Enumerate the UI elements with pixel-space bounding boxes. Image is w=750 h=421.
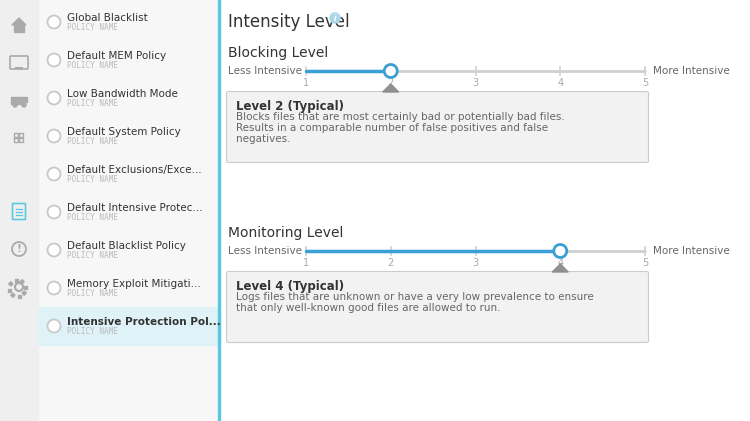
Text: Intensive Protection Pol...: Intensive Protection Pol... — [67, 317, 220, 327]
Bar — [24, 285, 27, 288]
Text: Less Intensive: Less Intensive — [228, 66, 302, 76]
Text: Default Blacklist Policy: Default Blacklist Policy — [67, 241, 186, 251]
Bar — [14, 138, 18, 142]
Text: POLICY NAME: POLICY NAME — [67, 250, 118, 259]
Text: POLICY NAME: POLICY NAME — [67, 288, 118, 298]
Bar — [22, 97, 27, 102]
Circle shape — [330, 13, 340, 23]
Text: !: ! — [16, 245, 22, 255]
Text: Default Exclusions/Exce...: Default Exclusions/Exce... — [67, 165, 202, 175]
Text: Less Intensive: Less Intensive — [228, 246, 302, 256]
Text: that only well-known good files are allowed to run.: that only well-known good files are allo… — [236, 303, 500, 313]
Bar — [38, 307, 220, 345]
Polygon shape — [552, 264, 568, 272]
Text: POLICY NAME: POLICY NAME — [67, 136, 118, 146]
Text: More Intensive: More Intensive — [653, 66, 730, 76]
Text: 4: 4 — [557, 258, 563, 268]
Text: 1: 1 — [303, 78, 309, 88]
Text: Blocks files that are most certainly bad or potentially bad files.: Blocks files that are most certainly bad… — [236, 112, 565, 122]
Text: 1: 1 — [303, 258, 309, 268]
Text: POLICY NAME: POLICY NAME — [67, 213, 118, 221]
Text: Level 2 (Typical): Level 2 (Typical) — [236, 100, 344, 113]
Circle shape — [13, 103, 17, 107]
Text: Level 4 (Typical): Level 4 (Typical) — [236, 280, 344, 293]
Text: 4: 4 — [557, 78, 563, 88]
Circle shape — [47, 53, 61, 67]
Text: 3: 3 — [472, 78, 478, 88]
Bar — [0, 0, 38, 421]
Circle shape — [47, 130, 61, 142]
Text: 3: 3 — [472, 258, 478, 268]
Text: Results in a comparable number of false positives and false: Results in a comparable number of false … — [236, 123, 548, 133]
Text: Global Blacklist: Global Blacklist — [67, 13, 148, 23]
Circle shape — [554, 245, 567, 258]
Text: Logs files that are unknown or have a very low prevalence to ensure: Logs files that are unknown or have a ve… — [236, 292, 594, 302]
Circle shape — [47, 168, 61, 181]
Text: Blocking Level: Blocking Level — [228, 46, 328, 60]
FancyBboxPatch shape — [226, 91, 649, 163]
Bar — [14, 133, 18, 137]
Text: POLICY NAME: POLICY NAME — [67, 327, 118, 336]
Text: Intensity Level: Intensity Level — [228, 13, 350, 31]
Circle shape — [47, 243, 61, 256]
Text: POLICY NAME: POLICY NAME — [67, 61, 118, 69]
Text: i: i — [334, 14, 336, 23]
Text: POLICY NAME: POLICY NAME — [67, 174, 118, 184]
Text: negatives.: negatives. — [236, 134, 290, 144]
Text: 2: 2 — [388, 258, 394, 268]
FancyBboxPatch shape — [226, 272, 649, 343]
Text: Default System Policy: Default System Policy — [67, 127, 181, 137]
Circle shape — [47, 320, 61, 333]
Circle shape — [47, 205, 61, 218]
Text: Low Bandwidth Mode: Low Bandwidth Mode — [67, 89, 178, 99]
Text: Memory Exploit Mitigati...: Memory Exploit Mitigati... — [67, 279, 201, 289]
Circle shape — [384, 64, 398, 77]
Bar — [17, 295, 20, 298]
Text: Default Intensive Protec...: Default Intensive Protec... — [67, 203, 203, 213]
Text: 5: 5 — [642, 258, 648, 268]
Text: POLICY NAME: POLICY NAME — [67, 99, 118, 107]
Circle shape — [47, 282, 61, 295]
Text: More Intensive: More Intensive — [653, 246, 730, 256]
Bar — [8, 288, 11, 291]
Text: POLICY NAME: POLICY NAME — [67, 22, 118, 32]
Polygon shape — [12, 18, 26, 25]
Circle shape — [47, 91, 61, 104]
Text: 2: 2 — [388, 78, 394, 88]
Circle shape — [22, 103, 26, 107]
Bar — [0, 0, 220, 421]
Bar — [20, 280, 24, 284]
Bar — [10, 293, 15, 297]
Circle shape — [47, 16, 61, 29]
Polygon shape — [382, 84, 399, 92]
Bar — [19, 133, 23, 137]
Text: 5: 5 — [642, 78, 648, 88]
Bar — [218, 0, 220, 421]
Bar — [22, 291, 26, 295]
Bar — [19, 138, 23, 142]
Bar — [9, 282, 13, 286]
Text: Monitoring Level: Monitoring Level — [228, 226, 344, 240]
Text: Default MEM Policy: Default MEM Policy — [67, 51, 166, 61]
Bar — [14, 279, 17, 282]
Bar — [11, 97, 22, 104]
Bar — [14, 25, 24, 32]
